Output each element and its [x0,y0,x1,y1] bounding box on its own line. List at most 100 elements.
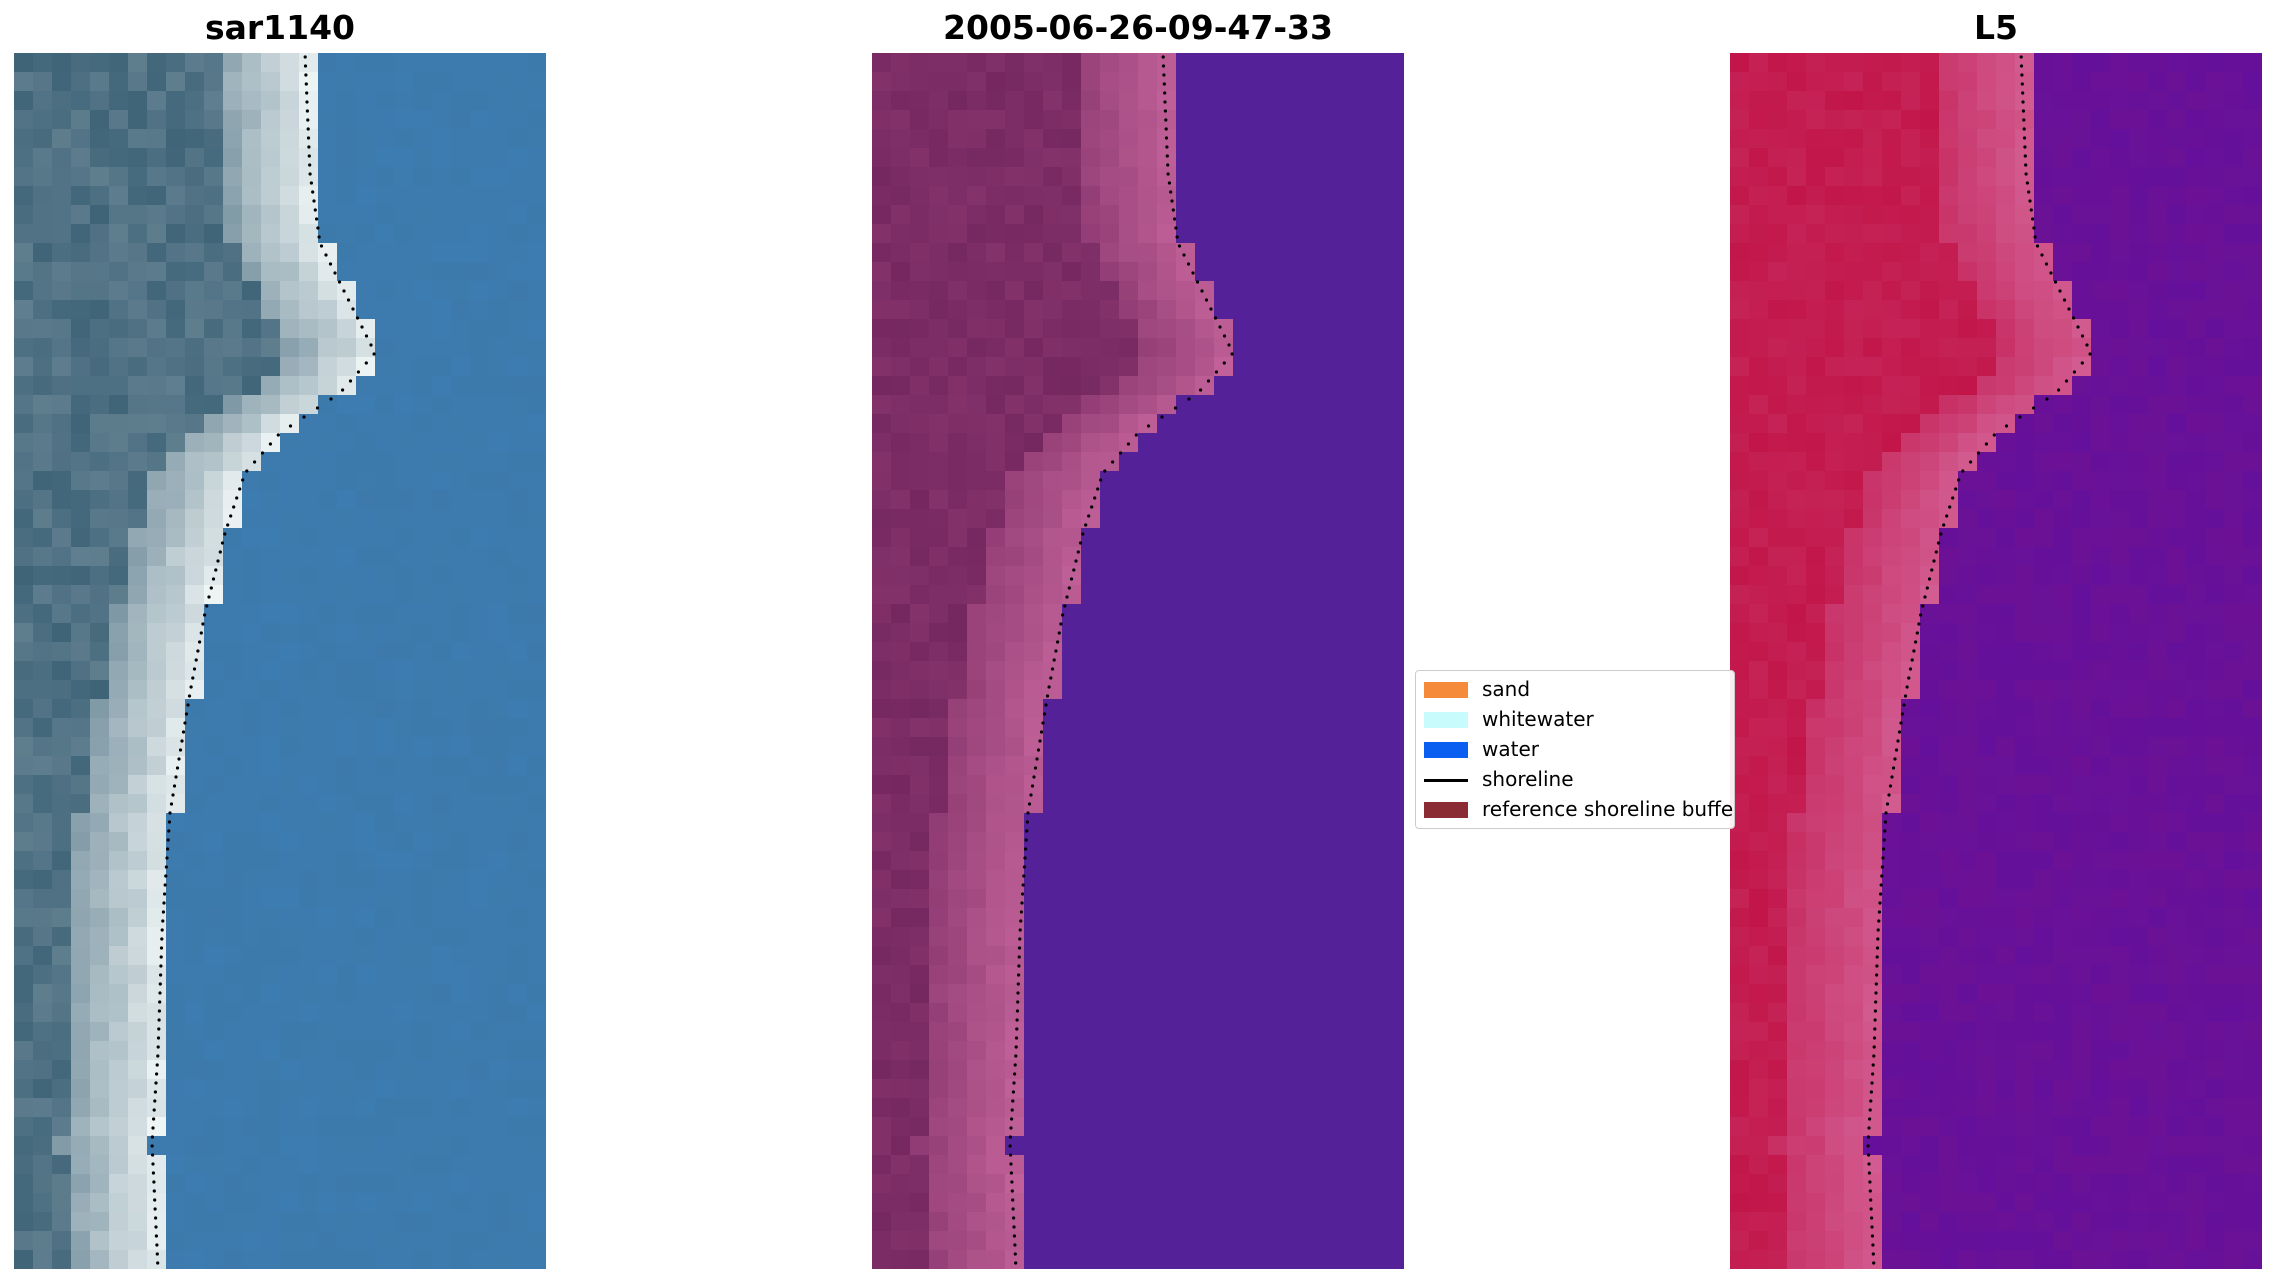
pixel-cell [470,794,490,814]
pixel-cell [451,756,471,776]
pixel-cell [14,851,34,871]
shoreline-point [1063,604,1067,608]
pixel-cell [1787,338,1807,358]
shoreline-point [220,541,225,545]
pixel-cell [872,1003,892,1023]
pixel-cell [1100,1155,1120,1175]
pixel-cell [223,889,243,909]
pixel-cell [1309,224,1329,244]
pixel-cell [318,148,338,168]
pixel-cell [2167,585,2187,605]
pixel-cell [1901,433,1921,453]
shoreline-point [1177,244,1182,248]
pixel-cell [1806,528,1826,548]
pixel-cell [1081,53,1101,73]
pixel-cell [413,946,433,966]
pixel-cell [1176,1060,1196,1080]
pixel-cell [1977,357,1997,377]
pixel-cell [1233,889,1253,909]
pixel-cell [280,1193,300,1213]
pixel-cell [1138,167,1158,187]
pixel-cell [929,376,949,396]
pixel-cell [1844,775,1864,795]
pixel-cell [1958,813,1978,833]
pixel-cell [356,300,376,320]
pixel-cell [223,357,243,377]
pixel-cell [166,1136,186,1156]
pixel-cell [261,205,281,225]
pixel-cell [337,414,357,434]
pixel-cell [2129,433,2149,453]
pixel-cell [90,680,110,700]
pixel-cell [986,1098,1006,1118]
pixel-cell [967,965,987,985]
pixel-cell [261,262,281,282]
pixel-cell [2110,53,2130,73]
pixel-cell [1844,813,1864,833]
pixel-cell [1730,72,1750,92]
pixel-cell [394,1250,414,1269]
shoreline-point [1021,883,1025,887]
pixel-cell [2167,414,2187,434]
pixel-cell [280,452,300,472]
pixel-cell [223,148,243,168]
pixel-cell [1806,452,1826,472]
pixel-cell [1844,148,1864,168]
pixel-cell [1138,1003,1158,1023]
pixel-cell [489,604,509,624]
pixel-cell [52,262,72,282]
pixel-cell [929,604,949,624]
pixel-cell [451,1155,471,1175]
pixel-cell [432,737,452,757]
shoreline-point [1187,397,1191,401]
pixel-cell [356,243,376,263]
pixel-cell [1081,376,1101,396]
pixel-cell [2205,509,2225,529]
pixel-cell [489,1136,509,1156]
pixel-cell [1825,604,1845,624]
pixel-cell [1366,1003,1386,1023]
pixel-cell [527,1098,546,1118]
shoreline-point [196,649,200,653]
pixel-cell [1309,167,1329,187]
pixel-cell [432,718,452,738]
pixel-cell [90,718,110,738]
pixel-cell [147,338,167,358]
pixel-cell [1290,851,1310,871]
pixel-cell [1290,1003,1310,1023]
pixel-cell [1005,129,1025,149]
pixel-cell [1119,1079,1139,1099]
pixel-cell [1290,965,1310,985]
pixel-cell [1157,889,1177,909]
pixel-cell [299,148,319,168]
pixel-cell [1385,851,1404,871]
pixel-cell [90,1060,110,1080]
pixel-cell [1195,1041,1215,1061]
pixel-cell [1138,927,1158,947]
pixel-cell [2186,110,2206,130]
pixel-cell [1347,661,1367,681]
pixel-cell [1787,110,1807,130]
pixel-cell [1787,661,1807,681]
pixel-cell [1252,167,1272,187]
pixel-cell [394,1022,414,1042]
pixel-cell [1806,376,1826,396]
pixel-cell [1233,129,1253,149]
pixel-cell [1749,319,1769,339]
pixel-cell [508,1193,528,1213]
pixel-cell [166,661,186,681]
pixel-cell [394,813,414,833]
pixel-cell [242,699,262,719]
pixel-cell [2205,224,2225,244]
shoreline-point [1008,1135,1012,1139]
pixel-cell [508,1098,528,1118]
pixel-cell [147,756,167,776]
pixel-cell [1825,490,1845,510]
pixel-cell [394,395,414,415]
pixel-cell [986,1212,1006,1232]
pixel-cell [1882,528,1902,548]
shoreline-point [1011,1099,1015,1103]
pixel-cell [527,148,546,168]
pixel-cell [1157,623,1177,643]
pixel-cell [1043,908,1063,928]
